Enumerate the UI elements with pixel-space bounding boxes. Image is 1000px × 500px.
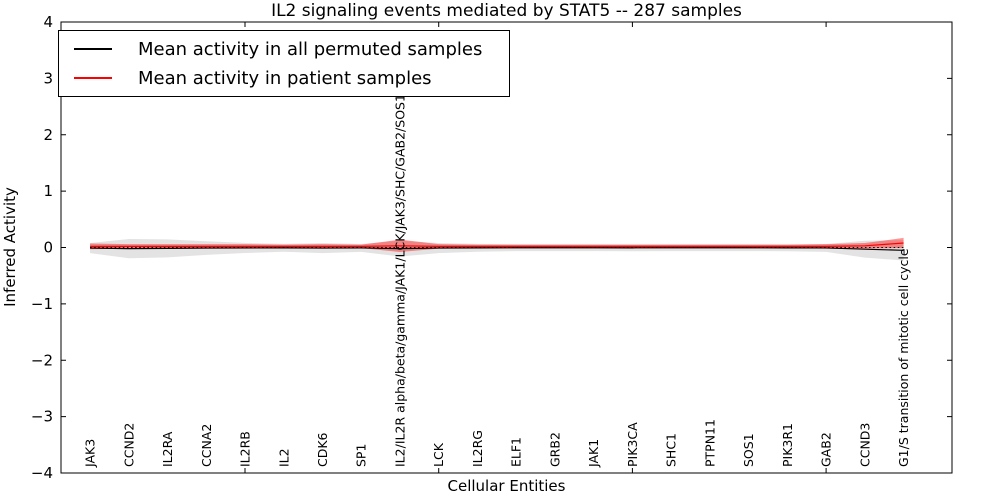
- x-category-label: CCNA2: [199, 424, 214, 467]
- chart-title: IL2 signaling events mediated by STAT5 -…: [271, 1, 742, 21]
- x-category-label: GAB2: [819, 432, 834, 467]
- x-category-label: ELF1: [509, 437, 524, 467]
- x-category-label: G1/S transition of mitotic cell cycle: [896, 248, 911, 467]
- patient-std-band: [90, 237, 904, 253]
- x-category-label: SOS1: [741, 433, 756, 467]
- permuted-mean-line: [90, 247, 904, 251]
- x-category-label: SP1: [354, 444, 369, 467]
- x-category-label: JAK3: [83, 439, 98, 468]
- legend-label-patient: Mean activity in patient samples: [138, 67, 432, 89]
- legend-item-permuted: Mean activity in all permuted samples: [59, 38, 509, 60]
- x-category-label: PIK3CA: [625, 422, 640, 467]
- y-axis-label: Inferred Activity: [1, 187, 19, 307]
- x-category-label: IL2RA: [160, 431, 175, 467]
- x-category-label: GRB2: [547, 432, 562, 467]
- x-category-label: CCND2: [121, 423, 136, 467]
- legend-label-permuted: Mean activity in all permuted samples: [138, 38, 483, 60]
- y-tick-label: 1: [43, 182, 53, 200]
- x-category-label: SHC1: [664, 433, 679, 467]
- y-tick-label: −4: [31, 464, 53, 482]
- x-category-label: IL2RB: [238, 431, 253, 467]
- x-category-label: CCND3: [857, 423, 872, 467]
- permuted-std-band: [90, 239, 904, 261]
- patient-mean-line: [90, 242, 904, 247]
- y-tick-label: −3: [31, 408, 53, 426]
- x-category-label: IL2/IL2R alpha/beta/gamma/JAK1/LCK/JAK3/…: [392, 94, 407, 467]
- x-category-label: PTPN11: [702, 419, 717, 467]
- x-category-label: IL2: [276, 448, 291, 467]
- x-category-label: JAK1: [586, 439, 601, 468]
- x-category-label: LCK: [431, 442, 446, 467]
- y-tick-label: 4: [43, 13, 53, 31]
- permuted-line-swatch: [74, 48, 112, 50]
- x-axis-label: Cellular Entities: [447, 477, 566, 495]
- y-tick-label: −1: [31, 295, 53, 313]
- y-tick-label: 2: [43, 126, 53, 144]
- patient-line-swatch: [74, 77, 112, 79]
- legend-item-patient: Mean activity in patient samples: [59, 67, 509, 89]
- y-tick-label: 3: [43, 69, 53, 87]
- x-category-label: PIK3R1: [780, 423, 795, 467]
- x-category-label: IL2RG: [470, 430, 485, 467]
- y-tick-label: 0: [43, 239, 53, 257]
- legend: Mean activity in all permuted samples Me…: [58, 30, 510, 97]
- x-category-label: CDK6: [315, 432, 330, 467]
- y-tick-label: −2: [31, 351, 53, 369]
